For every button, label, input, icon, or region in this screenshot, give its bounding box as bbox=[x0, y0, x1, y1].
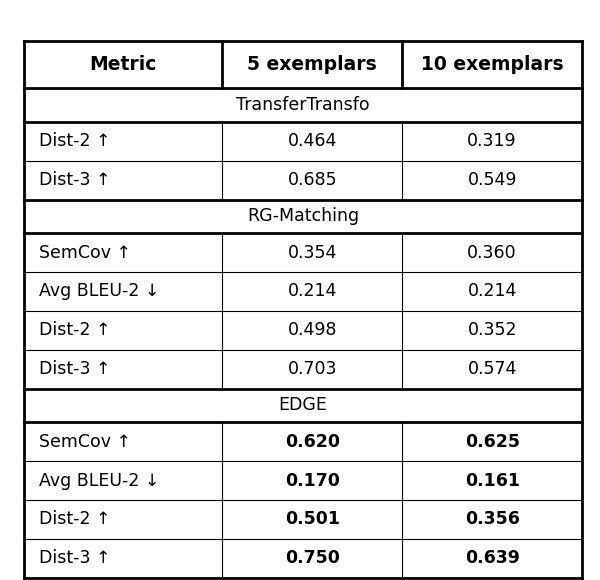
Text: EDGE: EDGE bbox=[278, 396, 328, 415]
Text: 0.574: 0.574 bbox=[467, 360, 517, 378]
Text: 0.356: 0.356 bbox=[465, 510, 520, 528]
Text: 0.620: 0.620 bbox=[285, 433, 340, 451]
Text: 10 exemplars: 10 exemplars bbox=[421, 55, 563, 74]
Text: Dist-2 ↑: Dist-2 ↑ bbox=[39, 132, 110, 150]
Text: Dist-3 ↑: Dist-3 ↑ bbox=[39, 360, 110, 378]
Text: 5 exemplars: 5 exemplars bbox=[247, 55, 377, 74]
Text: Avg BLEU-2 ↓: Avg BLEU-2 ↓ bbox=[39, 282, 160, 300]
Text: Dist-3 ↑: Dist-3 ↑ bbox=[39, 549, 110, 567]
Text: 0.319: 0.319 bbox=[467, 132, 517, 150]
Text: 0.214: 0.214 bbox=[287, 282, 337, 300]
Text: Avg BLEU-2 ↓: Avg BLEU-2 ↓ bbox=[39, 472, 160, 490]
Text: RG-Matching: RG-Matching bbox=[247, 207, 359, 226]
Text: SemCov ↑: SemCov ↑ bbox=[39, 433, 131, 451]
Text: Dist-3 ↑: Dist-3 ↑ bbox=[39, 171, 110, 189]
Text: 0.750: 0.750 bbox=[285, 549, 340, 567]
Text: 0.161: 0.161 bbox=[464, 472, 520, 490]
Text: 0.354: 0.354 bbox=[287, 244, 337, 262]
Text: 0.703: 0.703 bbox=[287, 360, 337, 378]
Text: 0.214: 0.214 bbox=[467, 282, 517, 300]
Text: 0.464: 0.464 bbox=[287, 132, 337, 150]
Text: 0.352: 0.352 bbox=[467, 321, 517, 339]
Text: SemCov ↑: SemCov ↑ bbox=[39, 244, 131, 262]
Text: Dist-2 ↑: Dist-2 ↑ bbox=[39, 510, 110, 528]
Text: 0.625: 0.625 bbox=[464, 433, 520, 451]
Text: Metric: Metric bbox=[89, 55, 157, 74]
Text: 0.360: 0.360 bbox=[467, 244, 517, 262]
Text: 0.549: 0.549 bbox=[467, 171, 517, 189]
Text: 0.639: 0.639 bbox=[465, 549, 520, 567]
Text: 0.170: 0.170 bbox=[285, 472, 340, 490]
Text: 0.498: 0.498 bbox=[287, 321, 337, 339]
Text: TransferTransfo: TransferTransfo bbox=[236, 96, 370, 114]
Text: 0.501: 0.501 bbox=[285, 510, 340, 528]
Text: 0.685: 0.685 bbox=[287, 171, 337, 189]
Text: Dist-2 ↑: Dist-2 ↑ bbox=[39, 321, 110, 339]
